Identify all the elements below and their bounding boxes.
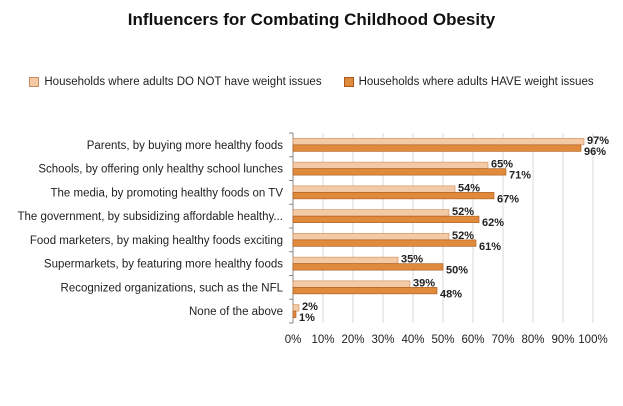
legend-swatch-no-weight-issues: [29, 77, 40, 87]
chart-title: Influencers for Combating Childhood Obes…: [127, 10, 496, 29]
data-label: 52%: [452, 230, 474, 242]
data-label: 52%: [452, 206, 474, 218]
x-tick-label: 80%: [521, 334, 544, 346]
category-label: Schools, by offering only healthy school…: [38, 164, 283, 176]
bar: [292, 138, 585, 146]
bar: [292, 209, 450, 217]
data-label: 97%: [587, 135, 609, 147]
legend-item-weight-issues: Households where adults HAVE weight issu…: [343, 76, 594, 88]
data-label: 2%: [302, 301, 318, 313]
category-label: The government, by subsidizing affordabl…: [17, 211, 283, 223]
data-label: 50%: [446, 265, 468, 277]
legend-label-no-weight-issues: Households where adults DO NOT have weig…: [44, 76, 322, 88]
x-tick-label: 50%: [431, 334, 454, 346]
category-label: None of the above: [189, 306, 283, 318]
x-tick-label: 40%: [401, 334, 424, 346]
data-label: 71%: [509, 170, 531, 182]
category-label: Food marketers, by making healthy foods …: [30, 235, 283, 247]
data-label: 61%: [479, 241, 501, 253]
bar: [292, 185, 456, 193]
x-tick-label: 0%: [285, 334, 302, 346]
bar: [292, 192, 495, 200]
data-label: 96%: [584, 146, 606, 158]
x-tick-label: 10%: [311, 334, 334, 346]
bar: [292, 233, 450, 241]
data-label: 67%: [497, 193, 519, 205]
x-tick-label: 20%: [341, 334, 364, 346]
data-label: 39%: [413, 277, 435, 289]
bar: [292, 161, 489, 169]
x-tick-label: 60%: [461, 334, 484, 346]
bar: [292, 168, 507, 176]
data-label: 65%: [491, 159, 513, 171]
x-tick-label: 70%: [491, 334, 514, 346]
data-label: 1%: [299, 312, 315, 324]
data-label: 62%: [482, 217, 504, 229]
bar: [292, 304, 300, 312]
legend-label-weight-issues: Households where adults HAVE weight issu…: [358, 76, 594, 88]
bar: [292, 215, 480, 223]
bar: [292, 310, 297, 318]
bar: [292, 263, 444, 271]
data-label: 54%: [458, 182, 480, 194]
bar: [292, 256, 399, 264]
legend: Households where adults DO NOT have weig…: [0, 76, 623, 88]
x-tick-label: 90%: [551, 334, 574, 346]
category-label: The media, by promoting healthy foods on…: [51, 187, 284, 199]
bar: [292, 287, 438, 295]
x-tick-label: 100%: [578, 334, 607, 346]
bar: [292, 239, 477, 247]
data-label: 48%: [440, 288, 462, 300]
data-label: 35%: [401, 254, 423, 266]
legend-item-no-weight-issues: Households where adults DO NOT have weig…: [29, 76, 322, 88]
bar: [292, 280, 411, 288]
bar: [292, 144, 582, 152]
category-label: Recognized organizations, such as the NF…: [61, 282, 284, 294]
category-label: Supermarkets, by featuring more healthy …: [44, 259, 283, 271]
x-tick-label: 30%: [371, 334, 394, 346]
category-label: Parents, by buying more healthy foods: [87, 140, 284, 152]
legend-swatch-weight-issues: [343, 77, 354, 87]
